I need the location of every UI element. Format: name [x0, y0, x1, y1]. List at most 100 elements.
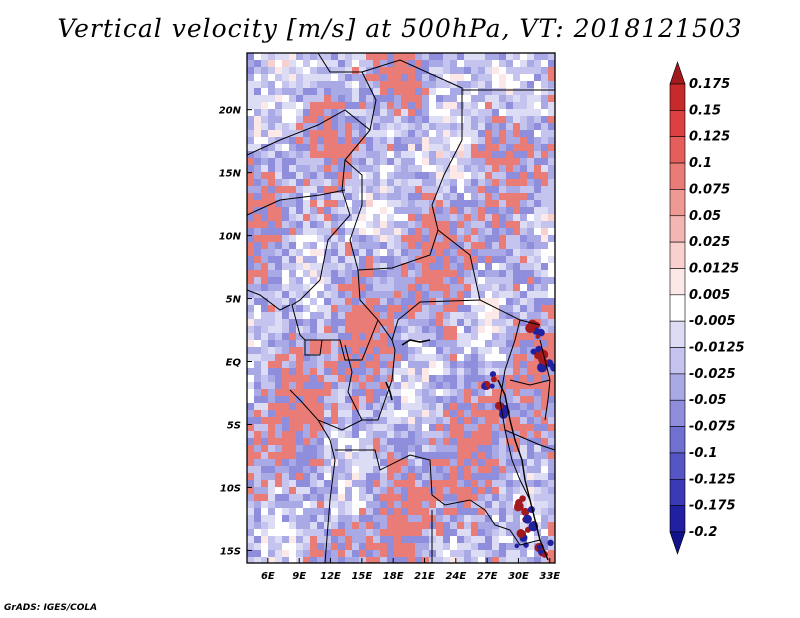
field-cell	[247, 487, 255, 495]
field-cell	[534, 312, 542, 320]
field-cell	[268, 550, 276, 558]
field-cell	[254, 515, 262, 523]
field-cell	[506, 123, 514, 131]
field-cell	[359, 235, 367, 243]
field-cell	[331, 494, 339, 502]
lat-tick-label: 10S	[220, 483, 241, 494]
field-cell	[401, 102, 409, 110]
colorbar-label: -0.2	[689, 525, 717, 540]
field-cell	[499, 165, 507, 173]
field-cell	[254, 529, 262, 537]
field-cell	[429, 501, 437, 509]
field-cell	[485, 431, 493, 439]
field-cell	[317, 263, 325, 271]
grads-credit: GrADS: IGES/COLA	[4, 603, 98, 613]
field-cell	[338, 200, 346, 208]
field-cell	[282, 95, 290, 103]
field-cell	[450, 403, 458, 411]
field-cell	[331, 333, 339, 341]
field-cell	[513, 326, 521, 334]
field-cell	[289, 487, 297, 495]
field-cell	[310, 403, 318, 411]
colorbar-label: 0.005	[689, 288, 730, 303]
field-cell	[548, 543, 555, 551]
field-cell	[359, 214, 367, 222]
field-cell	[401, 536, 409, 544]
field-cell	[268, 179, 276, 187]
colorbar-swatch	[669, 373, 686, 401]
field-cell	[506, 389, 514, 397]
field-cell	[436, 417, 444, 425]
field-cell	[338, 417, 346, 425]
field-cell	[401, 312, 409, 320]
field-cell	[401, 494, 409, 502]
field-cell	[268, 193, 276, 201]
field-cell	[359, 284, 367, 292]
field-cell	[380, 298, 388, 306]
field-cell	[534, 536, 542, 544]
field-cell	[429, 389, 437, 397]
field-cell	[401, 557, 409, 563]
field-cell	[534, 445, 542, 453]
field-cell	[387, 543, 395, 551]
field-cell	[527, 333, 535, 341]
field-cell	[310, 102, 318, 110]
field-cell	[457, 354, 465, 362]
field-cell	[317, 557, 325, 563]
field-cell	[310, 382, 318, 390]
field-cell	[471, 417, 479, 425]
field-cell	[513, 214, 521, 222]
field-cell	[296, 277, 304, 285]
field-cell	[450, 508, 458, 516]
field-cell	[408, 340, 416, 348]
field-cell	[373, 557, 381, 563]
field-cell	[366, 165, 374, 173]
field-cell	[289, 403, 297, 411]
field-cell	[478, 123, 486, 131]
field-cell	[317, 501, 325, 509]
field-cell	[275, 193, 283, 201]
field-cell	[359, 186, 367, 194]
field-cell	[527, 494, 535, 502]
field-cell	[415, 207, 423, 215]
field-cell	[457, 347, 465, 355]
field-cell	[254, 60, 262, 68]
field-cell	[338, 81, 346, 89]
field-cell	[499, 326, 507, 334]
field-cell	[513, 88, 521, 96]
field-cell	[261, 165, 269, 173]
field-cell	[373, 235, 381, 243]
field-cell	[471, 305, 479, 313]
field-cell	[317, 480, 325, 488]
field-cell	[345, 473, 353, 481]
field-cell	[296, 186, 304, 194]
field-cell	[394, 179, 402, 187]
field-cell	[338, 543, 346, 551]
field-cell	[310, 312, 318, 320]
colorbar-label: 0.15	[689, 103, 721, 118]
field-cell	[401, 354, 409, 362]
field-cell	[380, 438, 388, 446]
field-cell	[338, 333, 346, 341]
field-cell	[296, 347, 304, 355]
field-cell	[380, 389, 388, 397]
field-cell	[485, 550, 493, 558]
field-cell	[471, 501, 479, 509]
field-cell	[310, 452, 318, 460]
field-cell	[380, 172, 388, 180]
field-cell	[499, 249, 507, 257]
field-cell	[380, 74, 388, 82]
field-cell	[541, 396, 549, 404]
field-cell	[247, 361, 255, 369]
field-cell	[478, 396, 486, 404]
field-cell	[331, 186, 339, 194]
field-cell	[520, 144, 528, 152]
field-cell	[436, 494, 444, 502]
field-cell	[457, 396, 465, 404]
field-cell	[373, 298, 381, 306]
field-cell	[394, 221, 402, 229]
field-cell	[506, 473, 514, 481]
field-cell	[541, 60, 549, 68]
field-cell	[387, 396, 395, 404]
field-cell	[401, 424, 409, 432]
